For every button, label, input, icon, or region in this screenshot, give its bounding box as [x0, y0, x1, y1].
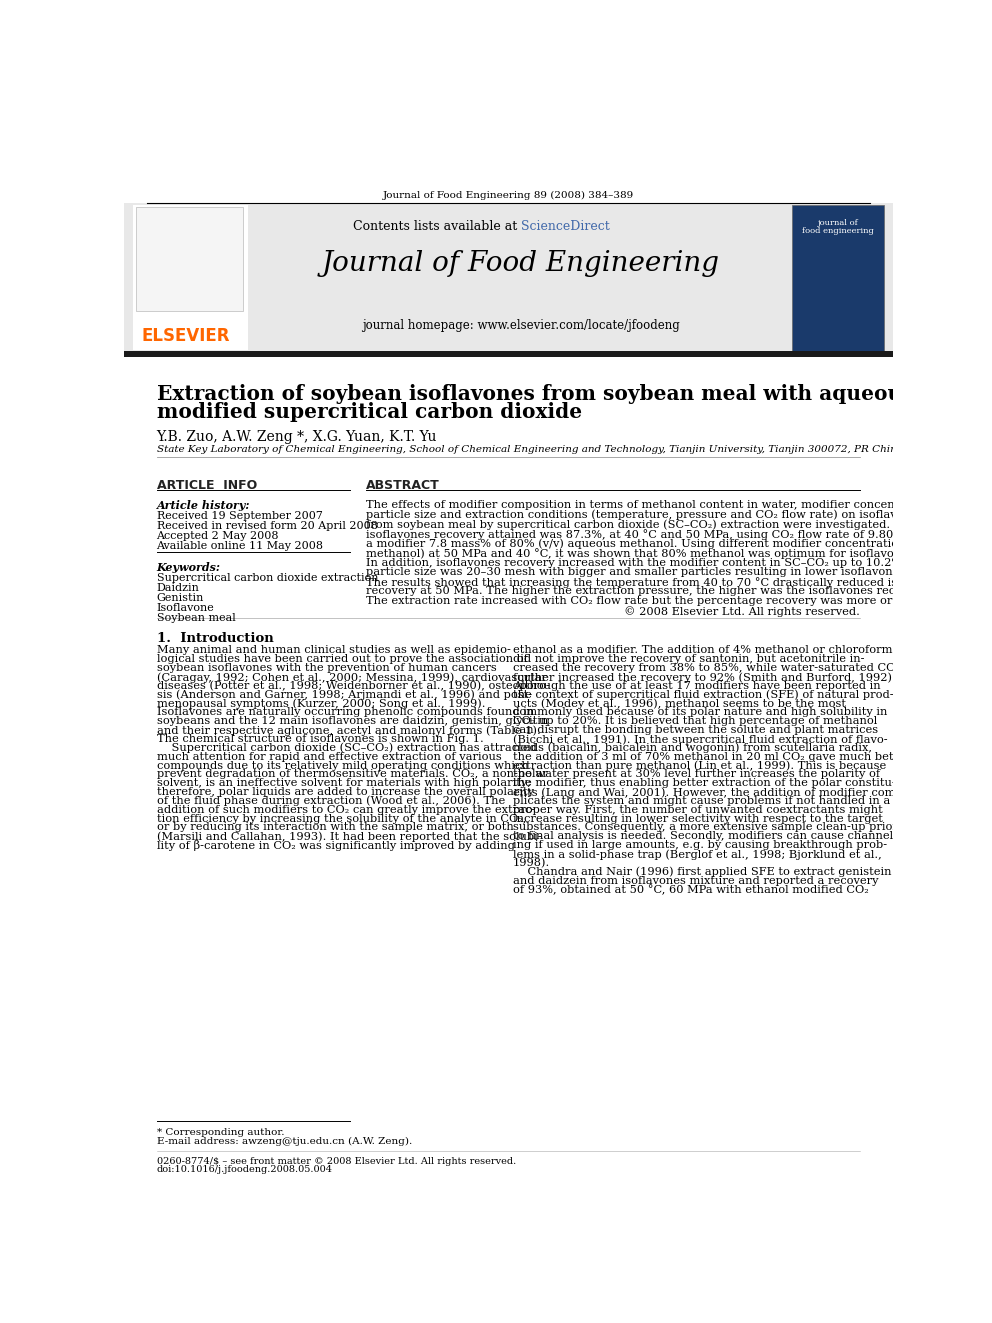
Text: CO₂ up to 20%. It is believed that high percentage of methanol: CO₂ up to 20%. It is believed that high …: [513, 716, 877, 726]
Text: doi:10.1016/j.jfoodeng.2008.05.004: doi:10.1016/j.jfoodeng.2008.05.004: [157, 1166, 332, 1174]
Text: soybean isoflavones with the prevention of human cancers: soybean isoflavones with the prevention …: [157, 663, 496, 673]
Text: therefore, polar liquids are added to increase the overall polarity: therefore, polar liquids are added to in…: [157, 787, 534, 796]
Text: menopausal symptoms (Kurzer, 2000; Song et al., 1999).: menopausal symptoms (Kurzer, 2000; Song …: [157, 699, 485, 709]
Text: * Corresponding author.: * Corresponding author.: [157, 1129, 284, 1138]
Text: the water present at 30% level further increases the polarity of: the water present at 30% level further i…: [513, 770, 880, 779]
Text: (Bicchi et al., 1991). In the supercritical fluid extraction of flavo-: (Bicchi et al., 1991). In the supercriti…: [513, 734, 888, 745]
Text: methanol) at 50 MPa and 40 °C, it was shown that 80% methanol was optimum for is: methanol) at 50 MPa and 40 °C, it was sh…: [366, 548, 980, 558]
Text: Journal of Food Engineering 89 (2008) 384–389: Journal of Food Engineering 89 (2008) 38…: [383, 191, 634, 200]
Text: Available online 11 May 2008: Available online 11 May 2008: [157, 541, 323, 550]
Text: Isoflavone: Isoflavone: [157, 603, 214, 613]
Text: journal homepage: www.elsevier.com/locate/jfoodeng: journal homepage: www.elsevier.com/locat…: [362, 319, 680, 332]
Text: of 93%, obtained at 50 °C, 60 MPa with ethanol modified CO₂: of 93%, obtained at 50 °C, 60 MPa with e…: [513, 885, 869, 896]
Text: ents (Lang and Wai, 2001). However, the addition of modifier com-: ents (Lang and Wai, 2001). However, the …: [513, 787, 900, 798]
Text: State Key Laboratory of Chemical Engineering, School of Chemical Engineering and: State Key Laboratory of Chemical Enginee…: [157, 446, 903, 454]
Text: Journal of Food Engineering: Journal of Food Engineering: [321, 250, 720, 277]
Text: (Caragay, 1992; Cohen et al., 2000; Messina, 1999), cardiovascular: (Caragay, 1992; Cohen et al., 2000; Mess…: [157, 672, 547, 683]
Text: food engineering: food engineering: [802, 226, 874, 234]
Text: 1.  Introduction: 1. Introduction: [157, 632, 274, 646]
Text: Contents lists available at: Contents lists available at: [352, 221, 521, 233]
Text: 0260-8774/$ – see front matter © 2008 Elsevier Ltd. All rights reserved.: 0260-8774/$ – see front matter © 2008 El…: [157, 1156, 516, 1166]
Text: sis (Anderson and Garner, 1998; Arjmandi et al., 1996) and post-: sis (Anderson and Garner, 1998; Arjmandi…: [157, 689, 532, 700]
Text: lity of β-carotene in CO₂ was significantly improved by adding: lity of β-carotene in CO₂ was significan…: [157, 840, 515, 851]
FancyBboxPatch shape: [124, 204, 893, 353]
Text: Received in revised form 20 April 2008: Received in revised form 20 April 2008: [157, 521, 377, 531]
Text: © 2008 Elsevier Ltd. All rights reserved.: © 2008 Elsevier Ltd. All rights reserved…: [624, 606, 860, 617]
Text: addition of such modifiers to CO₂ can greatly improve the extrac-: addition of such modifiers to CO₂ can gr…: [157, 804, 535, 815]
Text: 1998).: 1998).: [513, 857, 551, 868]
Text: Keywords:: Keywords:: [157, 562, 220, 573]
Text: solvent, is an ineffective solvent for materials with high polarity;: solvent, is an ineffective solvent for m…: [157, 778, 531, 789]
Text: further increased the recovery to 92% (Smith and Burford, 1992).: further increased the recovery to 92% (S…: [513, 672, 896, 683]
Text: Many animal and human clinical studies as well as epidemio-: Many animal and human clinical studies a…: [157, 646, 511, 655]
Text: the context of supercritical fluid extraction (SFE) of natural prod-: the context of supercritical fluid extra…: [513, 689, 894, 700]
Text: Y.B. Zuo, A.W. Zeng *, X.G. Yuan, K.T. Yu: Y.B. Zuo, A.W. Zeng *, X.G. Yuan, K.T. Y…: [157, 430, 437, 443]
Text: the modifier, thus enabling better extraction of the polar constitu-: the modifier, thus enabling better extra…: [513, 778, 896, 789]
Text: isoflavones recovery attained was 87.3%, at 40 °C and 50 MPa, using CO₂ flow rat: isoflavones recovery attained was 87.3%,…: [366, 529, 987, 540]
Text: Supercritical carbon dioxide extraction: Supercritical carbon dioxide extraction: [157, 573, 378, 583]
Text: Received 19 September 2007: Received 19 September 2007: [157, 511, 322, 521]
Text: did not improve the recovery of santonin, but acetonitrile in-: did not improve the recovery of santonin…: [513, 655, 865, 664]
Text: commonly used because of its polar nature and high solubility in: commonly used because of its polar natur…: [513, 708, 888, 717]
Text: journal of: journal of: [817, 218, 858, 226]
Text: compounds due to its relatively mild operating conditions which: compounds due to its relatively mild ope…: [157, 761, 529, 770]
Text: Daidzin: Daidzin: [157, 583, 199, 593]
Text: a modifier 7.8 mass% of 80% (v/v) aqueous methanol. Using different modifier con: a modifier 7.8 mass% of 80% (v/v) aqueou…: [366, 538, 972, 549]
Text: Soybean meal: Soybean meal: [157, 613, 235, 623]
Text: Genistin: Genistin: [157, 593, 204, 603]
Text: increase resulting in lower selectivity with respect to the target: increase resulting in lower selectivity …: [513, 814, 883, 824]
Text: ELSEVIER: ELSEVIER: [141, 327, 229, 344]
Text: The chemical structure of isoflavones is shown in Fig. 1.: The chemical structure of isoflavones is…: [157, 734, 483, 744]
Text: Isoflavones are naturally occurring phenolic compounds found in: Isoflavones are naturally occurring phen…: [157, 708, 534, 717]
Text: prevent degradation of thermosensitive materials. CO₂, a non-polar: prevent degradation of thermosensitive m…: [157, 770, 548, 779]
Text: of the fluid phase during extraction (Wood et al., 2006). The: of the fluid phase during extraction (Wo…: [157, 796, 505, 807]
Text: and daidzein from isoflavones mixture and reported a recovery: and daidzein from isoflavones mixture an…: [513, 876, 879, 885]
Text: Supercritical carbon dioxide (SC–CO₂) extraction has attracted: Supercritical carbon dioxide (SC–CO₂) ex…: [157, 742, 537, 753]
Text: ethanol as a modifier. The addition of 4% methanol or chloroform: ethanol as a modifier. The addition of 4…: [513, 646, 893, 655]
Text: the addition of 3 ml of 70% methanol in 20 ml CO₂ gave much better: the addition of 3 ml of 70% methanol in …: [513, 751, 911, 762]
Text: ScienceDirect: ScienceDirect: [521, 221, 609, 233]
Text: recovery at 50 MPa. The higher the extraction pressure, the higher was the isofl: recovery at 50 MPa. The higher the extra…: [366, 586, 930, 597]
Text: ARTICLE  INFO: ARTICLE INFO: [157, 479, 257, 492]
Text: The extraction rate increased with CO₂ flow rate but the percentage recovery was: The extraction rate increased with CO₂ f…: [366, 597, 978, 606]
Text: extraction than pure methanol (Lin et al., 1999). This is because: extraction than pure methanol (Lin et al…: [513, 761, 886, 771]
Text: logical studies have been carried out to prove the association of: logical studies have been carried out to…: [157, 655, 528, 664]
Text: Extraction of soybean isoflavones from soybean meal with aqueous methanol: Extraction of soybean isoflavones from s…: [157, 384, 992, 404]
Text: and their respective aglucone, acetyl and malonyl forms (Table 1).: and their respective aglucone, acetyl an…: [157, 725, 541, 736]
Text: Article history:: Article history:: [157, 500, 250, 511]
Text: can disrupt the bonding between the solute and plant matrices: can disrupt the bonding between the solu…: [513, 725, 878, 736]
Text: much attention for rapid and effective extraction of various: much attention for rapid and effective e…: [157, 751, 501, 762]
Text: or by reducing its interaction with the sample matrix, or both: or by reducing its interaction with the …: [157, 823, 513, 832]
Text: Although the use of at least 17 modifiers have been reported in: Although the use of at least 17 modifier…: [513, 681, 881, 691]
Text: substances. Consequently, a more extensive sample clean-up prior: substances. Consequently, a more extensi…: [513, 823, 898, 832]
Text: tion efficiency by increasing the solubility of the analyte in CO₂,: tion efficiency by increasing the solubi…: [157, 814, 526, 824]
Text: diseases (Potter et al., 1998; Weidenborner et al., 1990), osteoporo-: diseases (Potter et al., 1998; Weidenbor…: [157, 681, 550, 692]
Text: (Marsili and Callahan, 1993). It had been reported that the solubi-: (Marsili and Callahan, 1993). It had bee…: [157, 831, 542, 841]
Text: Chandra and Nair (1996) first applied SFE to extract genistein: Chandra and Nair (1996) first applied SF…: [513, 867, 892, 877]
Text: Accepted 2 May 2008: Accepted 2 May 2008: [157, 531, 279, 541]
Text: ucts (Modey et al., 1996), methanol seems to be the most: ucts (Modey et al., 1996), methanol seem…: [513, 699, 846, 709]
Text: creased the recovery from 38% to 85%, while water-saturated CO₂: creased the recovery from 38% to 85%, wh…: [513, 663, 900, 673]
Text: The effects of modifier composition in terms of methanol content in water, modif: The effects of modifier composition in t…: [366, 500, 969, 509]
Text: soybeans and the 12 main isoflavones are daidzin, genistin, glycitin: soybeans and the 12 main isoflavones are…: [157, 716, 548, 726]
Text: In addition, isoflavones recovery increased with the modifier content in SC–CO₂ : In addition, isoflavones recovery increa…: [366, 557, 978, 568]
Text: proper way. First, the number of unwanted coextractants might: proper way. First, the number of unwante…: [513, 804, 883, 815]
Text: ABSTRACT: ABSTRACT: [366, 479, 439, 492]
FancyBboxPatch shape: [124, 352, 893, 357]
Text: lems in a solid-phase trap (Berglof et al., 1998; Bjorklund et al.,: lems in a solid-phase trap (Berglof et a…: [513, 849, 882, 860]
Text: The results showed that increasing the temperature from 40 to 70 °C drastically : The results showed that increasing the t…: [366, 577, 951, 587]
Text: modified supercritical carbon dioxide: modified supercritical carbon dioxide: [157, 402, 581, 422]
Text: noids (baicalin, baicalein and wogonin) from scutellaria radix,: noids (baicalin, baicalein and wogonin) …: [513, 742, 872, 753]
Text: particle size was 20–30 mesh with bigger and smaller particles resulting in lowe: particle size was 20–30 mesh with bigger…: [366, 568, 961, 577]
FancyBboxPatch shape: [133, 205, 248, 349]
Text: ing if used in large amounts, e.g. by causing breakthrough prob-: ing if used in large amounts, e.g. by ca…: [513, 840, 887, 851]
FancyBboxPatch shape: [137, 206, 243, 311]
FancyBboxPatch shape: [792, 205, 884, 352]
Text: to final analysis is needed. Secondly, modifiers can cause channel-: to final analysis is needed. Secondly, m…: [513, 831, 897, 841]
Text: plicates the system and might cause problems if not handled in a: plicates the system and might cause prob…: [513, 796, 890, 806]
Text: from soybean meal by supercritical carbon dioxide (SC–CO₂) extraction were inves: from soybean meal by supercritical carbo…: [366, 519, 962, 529]
Text: E-mail address: awzeng@tju.edu.cn (A.W. Zeng).: E-mail address: awzeng@tju.edu.cn (A.W. …: [157, 1136, 412, 1146]
Text: particle size and extraction conditions (temperature, pressure and CO₂ flow rate: particle size and extraction conditions …: [366, 509, 977, 520]
